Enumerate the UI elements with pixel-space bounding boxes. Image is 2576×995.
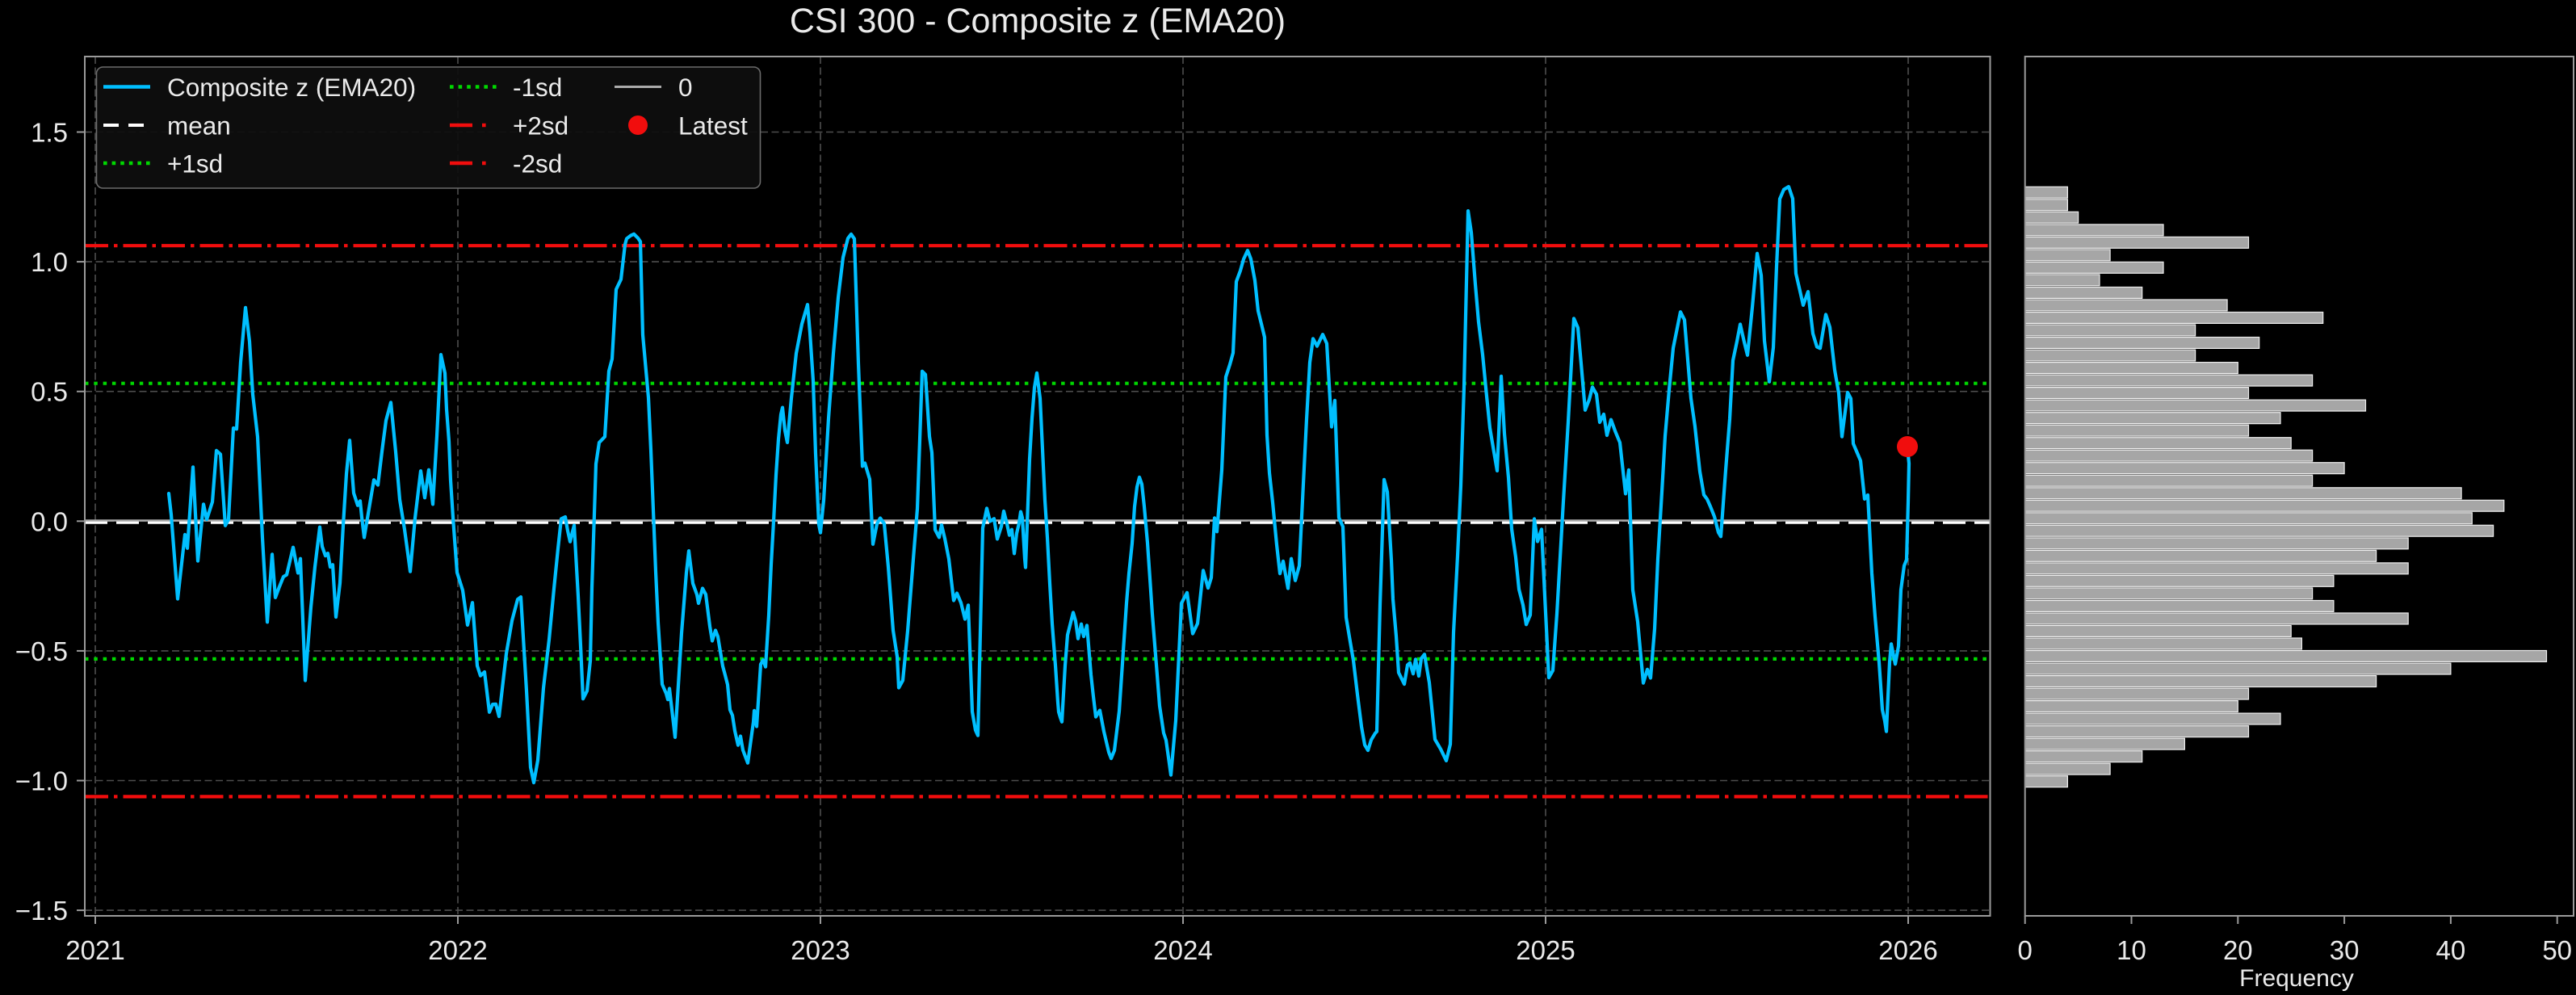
- svg-text:2025: 2025: [1516, 935, 1575, 965]
- svg-text:10: 10: [2117, 935, 2146, 965]
- svg-text:2024: 2024: [1153, 935, 1212, 965]
- svg-text:30: 30: [2330, 935, 2360, 965]
- svg-text:Latest: Latest: [678, 111, 748, 141]
- svg-text:0.0: 0.0: [31, 506, 68, 536]
- svg-text:+2sd: +2sd: [513, 111, 568, 141]
- svg-text:−1.0: −1.0: [15, 766, 68, 796]
- svg-text:Frequency: Frequency: [2239, 965, 2354, 992]
- svg-text:Composite z (EMA20): Composite z (EMA20): [167, 73, 416, 102]
- svg-text:1.0: 1.0: [31, 247, 68, 277]
- svg-text:2022: 2022: [428, 935, 487, 965]
- svg-text:+1sd: +1sd: [167, 149, 223, 178]
- svg-text:−0.5: −0.5: [15, 636, 68, 666]
- svg-text:−1.5: −1.5: [15, 896, 68, 926]
- svg-text:20: 20: [2223, 935, 2253, 965]
- svg-text:-2sd: -2sd: [513, 149, 562, 178]
- svg-text:0: 0: [678, 73, 693, 102]
- svg-text:CSI 300 - Composite z (EMA20): CSI 300 - Composite z (EMA20): [790, 2, 1286, 40]
- svg-text:0.5: 0.5: [31, 377, 68, 407]
- svg-text:-1sd: -1sd: [513, 73, 562, 102]
- svg-text:1.5: 1.5: [31, 118, 68, 148]
- svg-text:2023: 2023: [791, 935, 850, 965]
- svg-text:2021: 2021: [65, 935, 124, 965]
- svg-text:2026: 2026: [1878, 935, 1937, 965]
- svg-text:0: 0: [2018, 935, 2033, 965]
- svg-text:40: 40: [2436, 935, 2466, 965]
- svg-text:mean: mean: [167, 111, 231, 141]
- svg-text:50: 50: [2542, 935, 2572, 965]
